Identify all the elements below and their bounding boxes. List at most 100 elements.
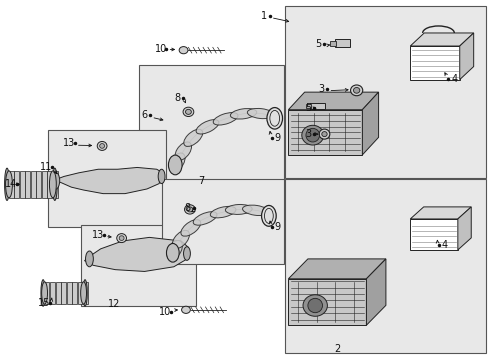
Bar bbox=[78, 282, 83, 304]
FancyBboxPatch shape bbox=[288, 110, 362, 155]
Ellipse shape bbox=[181, 306, 190, 314]
Ellipse shape bbox=[185, 109, 191, 114]
Text: 5: 5 bbox=[304, 103, 310, 113]
FancyBboxPatch shape bbox=[288, 279, 366, 325]
Bar bbox=[306, 104, 311, 108]
Bar bbox=[31, 171, 36, 198]
Ellipse shape bbox=[266, 108, 282, 129]
Polygon shape bbox=[84, 237, 188, 271]
Bar bbox=[161, 179, 284, 264]
Ellipse shape bbox=[158, 169, 164, 184]
Text: 14: 14 bbox=[5, 179, 18, 189]
Bar bbox=[285, 179, 485, 353]
Polygon shape bbox=[288, 92, 378, 110]
Bar bbox=[15, 171, 20, 198]
Bar bbox=[310, 103, 325, 109]
Ellipse shape bbox=[166, 240, 182, 259]
Text: 1: 1 bbox=[261, 11, 266, 21]
Text: 9: 9 bbox=[274, 222, 280, 232]
Ellipse shape bbox=[350, 85, 362, 96]
Text: 13: 13 bbox=[92, 230, 104, 239]
Ellipse shape bbox=[242, 205, 268, 216]
Ellipse shape bbox=[52, 168, 57, 201]
Bar bbox=[44, 282, 49, 304]
Ellipse shape bbox=[97, 141, 107, 150]
Polygon shape bbox=[366, 259, 385, 325]
Ellipse shape bbox=[319, 129, 329, 139]
Text: 4: 4 bbox=[450, 74, 456, 84]
Bar bbox=[47, 171, 52, 198]
Bar bbox=[20, 171, 25, 198]
Text: 3: 3 bbox=[304, 129, 310, 139]
Ellipse shape bbox=[85, 251, 93, 267]
Bar bbox=[329, 41, 335, 46]
Text: 6: 6 bbox=[141, 111, 147, 121]
Polygon shape bbox=[457, 207, 470, 250]
Ellipse shape bbox=[82, 280, 87, 306]
Polygon shape bbox=[362, 92, 378, 155]
Text: 3: 3 bbox=[318, 84, 324, 94]
Ellipse shape bbox=[247, 108, 273, 119]
Ellipse shape bbox=[183, 247, 190, 260]
Bar bbox=[67, 282, 72, 304]
Text: 13: 13 bbox=[62, 139, 75, 148]
Ellipse shape bbox=[172, 230, 189, 248]
Ellipse shape bbox=[5, 171, 12, 198]
Bar bbox=[25, 171, 30, 198]
Ellipse shape bbox=[181, 220, 200, 236]
Text: 15: 15 bbox=[39, 298, 51, 308]
Text: 12: 12 bbox=[107, 299, 120, 309]
Ellipse shape bbox=[175, 142, 191, 161]
Bar bbox=[36, 171, 41, 198]
Ellipse shape bbox=[166, 243, 179, 262]
Ellipse shape bbox=[119, 236, 124, 240]
Ellipse shape bbox=[230, 109, 256, 119]
Ellipse shape bbox=[51, 172, 60, 189]
Ellipse shape bbox=[210, 206, 235, 218]
Bar bbox=[139, 65, 284, 180]
Polygon shape bbox=[54, 167, 161, 194]
Polygon shape bbox=[459, 33, 473, 80]
Text: 7: 7 bbox=[198, 176, 204, 186]
Ellipse shape bbox=[193, 212, 217, 225]
Ellipse shape bbox=[184, 205, 195, 214]
Bar bbox=[56, 282, 61, 304]
Ellipse shape bbox=[4, 168, 9, 201]
Bar bbox=[42, 171, 47, 198]
Bar bbox=[53, 171, 58, 198]
Ellipse shape bbox=[303, 295, 327, 316]
Bar bbox=[83, 282, 88, 304]
Ellipse shape bbox=[261, 206, 276, 226]
Polygon shape bbox=[288, 259, 385, 279]
Ellipse shape bbox=[179, 46, 187, 54]
Polygon shape bbox=[409, 33, 473, 46]
Ellipse shape bbox=[225, 204, 252, 215]
Text: 10: 10 bbox=[154, 45, 166, 54]
Bar bbox=[334, 40, 349, 47]
Bar bbox=[72, 282, 77, 304]
Ellipse shape bbox=[41, 280, 45, 306]
Bar bbox=[61, 282, 66, 304]
Ellipse shape bbox=[41, 282, 47, 304]
Bar bbox=[48, 130, 166, 226]
Polygon shape bbox=[409, 207, 470, 219]
Ellipse shape bbox=[183, 129, 203, 147]
Ellipse shape bbox=[305, 129, 319, 142]
Ellipse shape bbox=[301, 125, 323, 145]
Ellipse shape bbox=[49, 171, 56, 198]
Text: 4: 4 bbox=[441, 240, 447, 250]
Ellipse shape bbox=[213, 113, 238, 125]
Bar bbox=[9, 171, 14, 198]
Bar bbox=[50, 282, 55, 304]
Bar bbox=[285, 6, 485, 178]
Bar bbox=[81, 225, 195, 306]
Text: 2: 2 bbox=[333, 344, 340, 354]
Text: 5: 5 bbox=[315, 39, 321, 49]
Bar bbox=[409, 46, 459, 80]
Ellipse shape bbox=[169, 153, 184, 172]
Text: 8: 8 bbox=[184, 203, 191, 213]
Ellipse shape bbox=[196, 120, 219, 134]
Text: 10: 10 bbox=[159, 307, 171, 317]
Bar bbox=[409, 219, 457, 250]
Text: 11: 11 bbox=[40, 162, 52, 172]
